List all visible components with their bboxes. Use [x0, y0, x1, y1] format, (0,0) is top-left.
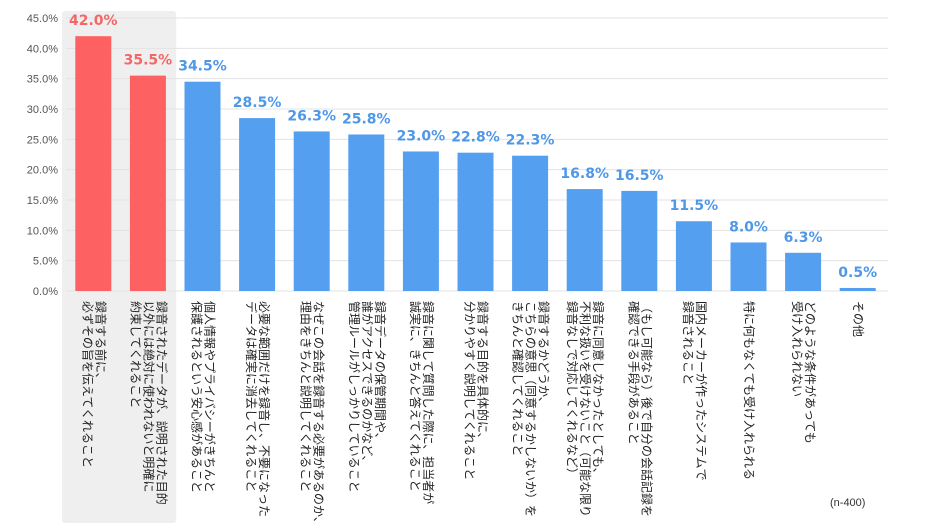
- value-label: 16.5%: [615, 168, 664, 184]
- category-label-line: 分かりやすく説明してくれること: [463, 301, 478, 480]
- category-label: 録音に同意しなかったとしても、不利な扱いを受けないこと（可能な限り録音なしで対応…: [565, 301, 606, 517]
- category-label-line: 確認できる手段があること: [626, 301, 641, 445]
- y-tick-label: 20.0%: [27, 165, 58, 177]
- category-label-line: 録音に関して質問した際に、担当者が: [421, 301, 436, 504]
- category-label: 録音されたデータが、説明された目的以外には絶対に使われないと明確に約束してくれる…: [128, 301, 169, 505]
- bar: [293, 131, 330, 291]
- sample-size-note: (n-400): [830, 497, 866, 509]
- bar: [566, 189, 603, 291]
- bar: [348, 134, 385, 291]
- value-label: 42.0%: [69, 13, 118, 29]
- category-label: なぜこの会話を録音する必要があるのか、理由をきちんと説明してくれること: [299, 301, 327, 529]
- category-label-line: 受け入れられない: [790, 301, 804, 397]
- value-label: 0.5%: [838, 265, 877, 281]
- bar: [512, 155, 549, 291]
- value-label: 16.8%: [560, 166, 609, 182]
- category-label-line: 録音されること: [681, 301, 696, 385]
- category-label-line: なぜこの会話を録音する必要があるのか、: [312, 301, 327, 529]
- category-label-line: どのような条件があっても: [803, 301, 818, 444]
- category-label-line: 録音する前に、: [93, 301, 108, 385]
- category-label-line: 必要な範囲だけを録音し、不要になった: [257, 301, 272, 517]
- category-label-line: 録音に同意しなかったとしても、: [591, 301, 606, 480]
- y-tick-label: 35.0%: [27, 74, 58, 86]
- category-label: 録音する前に、必ずその旨を伝えてくれること: [80, 301, 108, 468]
- y-tick-label: 25.0%: [27, 134, 58, 146]
- bar: [75, 36, 112, 292]
- value-label: 23.0%: [397, 128, 446, 144]
- category-label-line: 理由をきちんと説明してくれること: [299, 301, 314, 492]
- category-label-line: 管理ルールがしっかりしていること: [347, 301, 362, 493]
- category-label-line: 必ずその旨を伝えてくれること: [80, 301, 94, 468]
- category-label-line: 国内メーカーが作ったシステムで: [694, 301, 709, 481]
- y-tick-label: 40.0%: [27, 43, 58, 55]
- category-label-line: 録音なしで対応してくれるなど）: [565, 301, 580, 480]
- value-label: 8.0%: [729, 219, 768, 235]
- category-label-line: 誠実に、きちんと答えてくれること: [408, 301, 423, 492]
- category-label: 特に何もなくても受け入れられる: [742, 301, 757, 480]
- value-label: 26.3%: [287, 108, 336, 124]
- bar: [402, 151, 439, 291]
- y-tick-label: 5.0%: [33, 256, 58, 268]
- bar: [675, 221, 712, 291]
- category-label: 録音データの保管期間や、誰がアクセスできるのかなど、管理ルールがしっかりしている…: [347, 301, 388, 493]
- value-label: 35.5%: [124, 53, 173, 69]
- bar: [184, 81, 221, 291]
- bar: [129, 75, 166, 291]
- category-label-line: 録音されたデータが、説明された目的: [154, 301, 169, 505]
- category-label-line: 録音データの保管期間や、: [373, 301, 388, 445]
- category-label-line: きちんと確認してくれること: [511, 301, 526, 456]
- value-label: 22.3%: [506, 133, 555, 149]
- category-label-line: その他: [851, 301, 865, 337]
- bar: [839, 287, 876, 291]
- category-label-line: 誰がアクセスできるのかなど、: [360, 301, 375, 468]
- category-label-line: 以外には絶対に使われないと明確に: [141, 301, 156, 492]
- y-tick-label: 10.0%: [27, 225, 58, 237]
- category-label: 録音する目的を具体的に、分かりやすく説明してくれること: [463, 301, 491, 480]
- bar: [239, 118, 276, 291]
- value-label: 34.5%: [178, 59, 227, 75]
- bar: [621, 190, 658, 291]
- y-tick-label: 0.0%: [33, 286, 58, 298]
- value-label: 25.8%: [342, 111, 391, 127]
- bar: [785, 252, 822, 291]
- y-tick-label: 45.0%: [27, 13, 58, 25]
- value-label: 28.5%: [233, 95, 282, 111]
- category-label-line: 録音するかどうか、: [537, 301, 552, 409]
- y-tick-label: 15.0%: [27, 195, 58, 207]
- bar: [457, 152, 494, 291]
- category-label-line: 特に何もなくても受け入れられる: [742, 301, 757, 480]
- category-label-line: （もし可能なら）後で自分の会話記録を: [639, 301, 654, 517]
- bar: [730, 242, 767, 291]
- value-label: 6.3%: [784, 230, 823, 246]
- category-label-line: 個人情報やプライバシーがきちんと: [203, 301, 218, 493]
- category-label-line: 約束してくれること: [128, 301, 143, 408]
- y-tick-label: 30.0%: [27, 104, 58, 116]
- value-label: 11.5%: [670, 198, 719, 214]
- category-label-line: 不利な扱いを受けないこと（可能な限り: [578, 301, 592, 517]
- category-label: その他: [851, 301, 865, 337]
- category-label-line: データは確実に消去してくれること: [244, 301, 259, 492]
- category-label-line: 保護されるという安心感があること: [190, 301, 205, 493]
- value-label: 22.8%: [451, 130, 500, 146]
- category-label-line: こちらの意思（同意するかしないか）を: [524, 301, 539, 517]
- category-label-line: 録音する目的を具体的に、: [476, 301, 491, 445]
